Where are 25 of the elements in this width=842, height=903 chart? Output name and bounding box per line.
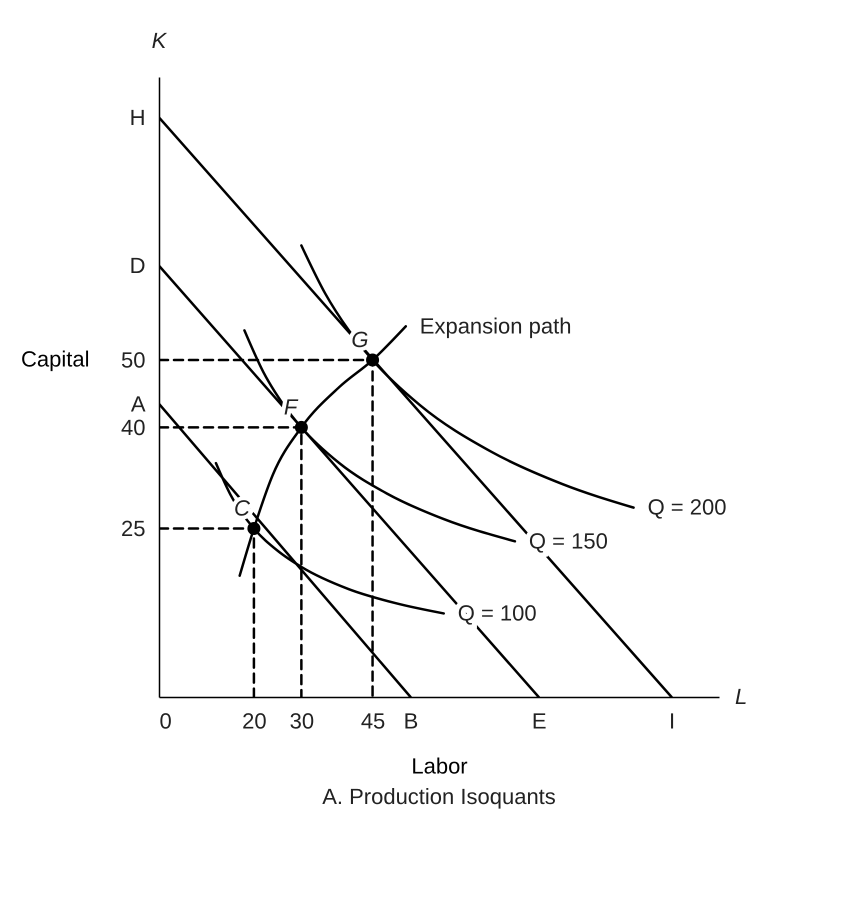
- x-tick-label: E: [532, 708, 547, 734]
- series-label: Expansion path: [420, 313, 572, 338]
- text: L: [735, 684, 748, 709]
- y-tick-label: 40: [121, 414, 146, 440]
- x-axis-title: Labor: [411, 754, 468, 778]
- x-tick-label: 20: [242, 708, 267, 734]
- point: [247, 522, 260, 536]
- line-series: [300, 244, 635, 509]
- y-tick-label: 25: [121, 516, 146, 542]
- x-tick-label: B: [404, 708, 418, 734]
- x-tick-label: 0: [160, 708, 172, 734]
- point: [294, 420, 308, 434]
- text: K: [152, 28, 168, 53]
- text: A. Production Isoquants: [322, 784, 556, 809]
- series-label: Q = 200: [648, 494, 726, 520]
- point: [366, 354, 380, 367]
- y-tick-label: D: [130, 253, 146, 278]
- y-tick-label: A: [130, 391, 146, 416]
- x-tick-label: 45: [360, 708, 386, 734]
- y-axis-title: Capital: [21, 346, 90, 372]
- y-tick-label: 50: [121, 348, 146, 373]
- data-label: F: [284, 394, 299, 420]
- y-tick-label: H: [130, 104, 146, 130]
- x-tick-label: I: [668, 708, 676, 734]
- x-tick-label: 30: [290, 708, 314, 734]
